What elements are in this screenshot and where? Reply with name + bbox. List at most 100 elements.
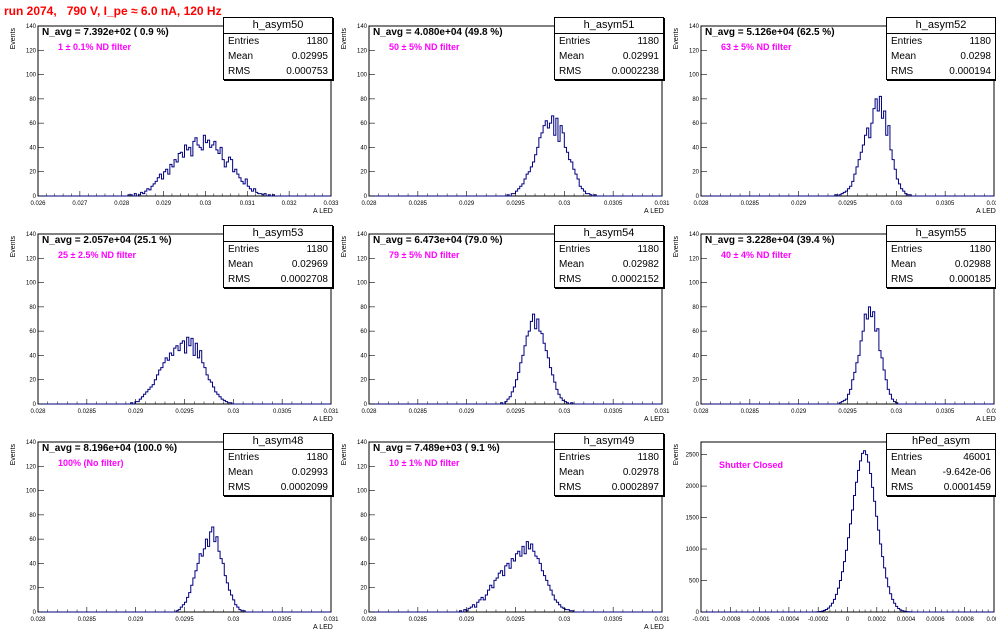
x-tick-label: 0.0305 (936, 201, 955, 207)
stats-rms-label: RMS (559, 482, 582, 493)
stats-mean-value: 0.02991 (622, 51, 659, 62)
x-tick-label: 0.028 (30, 617, 46, 623)
x-tick-label: 0.03 (558, 201, 570, 207)
y-tick-label: 60 (360, 537, 367, 543)
y-tick-label: 0 (364, 402, 368, 408)
stats-mean-label: Mean (228, 259, 254, 270)
histogram-plot: 0.028 0.0285 0.029 0.0295 0.03 0.0305 0.031 0 20… (357, 440, 670, 623)
stats-box-title: h_asym50 (224, 18, 332, 34)
y-axis-label: Events (673, 236, 680, 258)
y-tick-label: 80 (29, 305, 36, 311)
x-tick-label: 0.0006 (926, 617, 945, 623)
x-tick-label: 0.028 (361, 409, 377, 415)
histogram-panel-h_asym55: 0.028 0.0285 0.029 0.0295 0.03 0.0305 0.031 0 20… (663, 220, 996, 426)
stats-box: h_asym48 Entries 1180 Mean 0.02993 RMS 0.00020… (223, 433, 333, 496)
x-tick-label: 0.031 (986, 409, 996, 415)
histogram-series-line (38, 336, 331, 405)
x-tick-label: 0.028 (30, 409, 46, 415)
histogram-series-line (369, 313, 662, 405)
n-avg-label: N_avg = 6.473e+04 (79.0 %) (373, 235, 503, 246)
x-tick-label: 0.03 (227, 617, 239, 623)
histogram-series-line (369, 115, 662, 197)
x-tick-label: 0.031 (323, 617, 339, 623)
y-tick-label: 140 (26, 24, 37, 30)
y-tick-label: 80 (360, 97, 367, 103)
stats-mean: Mean 0.0298 (887, 49, 995, 64)
x-tick-label: 0.029 (459, 617, 475, 623)
x-tick-label: 0.0285 (741, 201, 760, 207)
stats-mean: Mean 0.02991 (555, 49, 663, 64)
y-tick-label: 0 (696, 610, 700, 616)
stats-rms-label: RMS (228, 274, 251, 285)
x-tick-label: 0.031 (654, 409, 670, 415)
stats-rms-value: 0.0002708 (280, 274, 328, 285)
y-tick-label: 1000 (686, 547, 700, 553)
stats-rms-label: RMS (228, 66, 251, 77)
x-tick-label: 0.0295 (838, 201, 857, 207)
x-axis-label: A LED (976, 208, 996, 215)
histogram-plot: 0.026 0.027 0.028 0.029 0.03 0.031 0.032 0.033 0… (26, 24, 339, 207)
x-tick-label: 0.028 (361, 201, 377, 207)
stats-box: h_asym49 Entries 1180 Mean 0.02978 RMS 0.00028… (554, 433, 664, 496)
stats-rms-value: 0.0002238 (611, 66, 659, 77)
y-tick-label: 100 (689, 281, 700, 287)
stats-mean-label: Mean (228, 467, 254, 478)
x-axis-label: A LED (644, 208, 664, 215)
stats-box-title: h_asym49 (555, 434, 663, 450)
y-tick-label: 120 (689, 48, 700, 54)
filter-annotation: 25 ± 2.5% ND filter (58, 250, 136, 260)
y-tick-label: 60 (360, 121, 367, 127)
stats-entries: Entries 46001 (887, 450, 995, 465)
y-axis-label: Events (673, 444, 680, 466)
n-avg-label: N_avg = 7.392e+02 ( 0.9 %) (42, 27, 169, 38)
stats-rms: RMS 0.0001459 (887, 480, 995, 495)
histogram-plot: 0.028 0.0285 0.029 0.0295 0.03 0.0305 0.031 0 20… (357, 232, 670, 415)
stats-mean-value: 0.0298 (960, 51, 991, 62)
stats-box: h_asym52 Entries 1180 Mean 0.0298 RMS 0.000194 (886, 17, 996, 80)
y-tick-label: 2000 (686, 484, 700, 490)
x-tick-label: 0.0285 (409, 617, 428, 623)
x-axis-label: A LED (644, 416, 664, 423)
stats-entries: Entries 1180 (887, 242, 995, 257)
y-tick-label: 60 (692, 121, 699, 127)
stats-entries-value: 1180 (306, 36, 328, 47)
y-tick-label: 40 (360, 353, 367, 359)
filter-annotation: 40 ± 4% ND filter (721, 250, 792, 260)
x-axis-label: A LED (313, 416, 333, 423)
stats-rms-value: 0.0002897 (611, 482, 659, 493)
y-tick-label: 100 (26, 73, 37, 79)
stats-mean-value: 0.02995 (291, 51, 328, 62)
x-tick-label: 0.03 (890, 409, 902, 415)
x-tick-label: 0.0295 (175, 409, 194, 415)
x-tick-label: 0.031 (323, 409, 339, 415)
x-tick-label: -0.0004 (779, 617, 800, 623)
stats-box-title: hPed_asym (887, 434, 995, 450)
plot-frame (37, 25, 332, 197)
x-tick-label: 0.0305 (273, 617, 292, 623)
stats-mean-label: Mean (559, 259, 585, 270)
histogram-panel-h_asym53: 0.028 0.0285 0.029 0.0295 0.03 0.0305 0.031 0 20… (0, 220, 339, 426)
filter-annotation: 79 ± 5% ND filter (389, 250, 460, 260)
x-tick-label: 0.001 (986, 617, 996, 623)
y-tick-label: 1500 (686, 516, 700, 522)
n-avg-label: N_avg = 3.228e+04 (39.4 %) (705, 235, 835, 246)
y-tick-label: 140 (26, 232, 37, 238)
histogram-plot: -0.001 -0.0008 -0.0006 -0.0004 -0.0002 0 0.000… (686, 441, 996, 623)
stats-rms: RMS 0.000185 (887, 272, 995, 287)
x-tick-label: 0.028 (114, 201, 130, 207)
stats-mean-label: Mean (559, 467, 585, 478)
x-tick-label: -0.001 (692, 617, 710, 623)
y-tick-label: 80 (360, 513, 367, 519)
x-tick-label: 0.0305 (604, 617, 623, 623)
x-tick-label: 0.0285 (78, 409, 97, 415)
stats-rms-label: RMS (559, 274, 582, 285)
stats-rms-value: 0.0002152 (611, 274, 659, 285)
stats-entries-value: 1180 (969, 244, 991, 255)
histogram-series-line (38, 526, 331, 613)
histogram-panel-hPed_asym: -0.001 -0.0008 -0.0006 -0.0004 -0.0002 0 0.000… (663, 428, 996, 634)
stats-rms-value: 0.0002099 (280, 482, 328, 493)
stats-rms-value: 0.0001459 (943, 482, 991, 493)
x-tick-label: 0.031 (986, 201, 996, 207)
y-tick-label: 0 (33, 610, 37, 616)
y-tick-label: 20 (692, 378, 699, 384)
